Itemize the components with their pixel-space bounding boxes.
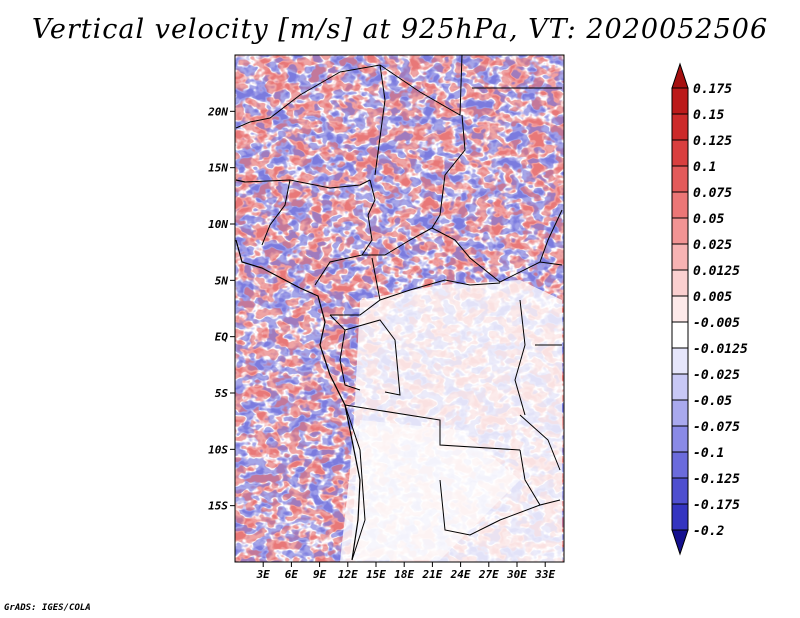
colorbar-swatch [671,425,689,453]
colorbar-label: -0.175 [693,498,740,513]
colorbar-label: 0.025 [693,238,732,253]
colorbar-swatch [671,113,689,141]
colorbar-label: -0.0125 [693,342,748,357]
colorbar-swatch [671,399,689,427]
colorbar-swatch [671,451,689,479]
colorbar-label: -0.125 [693,472,740,487]
colorbar-swatch [671,87,689,115]
lon-tick-label: 30E [506,568,527,581]
colorbar-label: -0.005 [693,316,740,331]
country-borders [235,55,563,561]
colorbar-label: 0.15 [693,108,724,123]
lat-tick-label: 20N [207,105,228,118]
longitude-axis: 3E 6E 9E 12E 15E 18E 21E 24E 27E 30E 33E [256,562,556,581]
coastline [235,179,361,561]
lat-tick-label: 10N [208,218,228,231]
lon-tick-label: 21E [421,568,442,581]
lon-tick-label: 12E [338,568,358,581]
lat-tick-label: 15N [208,162,228,175]
lon-tick-label: 3E [256,568,271,581]
lat-tick-label: 5S [215,387,229,400]
lon-tick-label: 27E [478,568,499,581]
colorbar-swatch [671,191,689,219]
colorbar-label: -0.1 [693,446,724,461]
lon-tick-label: 6E [285,568,299,581]
lon-tick-label: 9E [313,568,327,581]
lon-tick-label: 15E [366,568,386,581]
colorbar-label: 0.05 [693,212,724,227]
map-title: Vertical velocity [m/s] at 925hPa, VT: 2… [31,14,769,45]
grads-credit: GrADS: IGES/COLA [4,603,91,613]
colorbar-label: 0.0125 [693,264,740,279]
lat-tick-label: 10S [208,443,228,456]
colorbar-swatch [671,295,689,323]
colorbar-label: 0.1 [693,160,716,175]
colorbar-swatch [671,269,689,297]
colorbar-swatch [671,217,689,245]
colorbar-label: 0.075 [693,186,732,201]
colorbar-swatch [671,477,689,505]
colorbar: 0.175 0.15 0.125 0.1 0.075 0.05 0.025 0.0125 0.0… [671,62,748,556]
colorbar-label: 0.175 [693,82,732,97]
colorbar-swatch [671,165,689,193]
colorbar-label: 0.125 [693,134,732,149]
colorbar-label: -0.05 [693,394,732,409]
colorbar-top-arrow [671,62,689,89]
colorbar-bottom-arrow [671,529,689,556]
lon-tick-label: 33E [534,568,555,581]
lat-tick-label: EQ [215,331,229,344]
colorbar-label: -0.2 [693,524,724,539]
colorbar-swatch [671,503,689,531]
velocity-field [235,55,564,562]
colorbar-swatch [671,321,689,349]
calm-region-south [350,420,520,560]
colorbar-swatch [671,347,689,375]
latitude-axis: 20N 15N 10N 5N EQ 5S 10S 15S [207,105,235,513]
colorbar-label: -0.025 [693,368,740,383]
colorbar-label: 0.005 [693,290,732,305]
plot-frame [234,54,565,563]
lat-tick-label: 15S [208,500,228,513]
lon-tick-label: 18E [394,568,414,581]
colorbar-label: -0.075 [693,420,740,435]
colorbar-swatch [671,139,689,167]
colorbar-swatch [671,243,689,271]
colorbar-swatch [671,373,689,401]
lat-tick-label: 5N [215,274,229,287]
lon-tick-label: 24E [450,568,471,581]
